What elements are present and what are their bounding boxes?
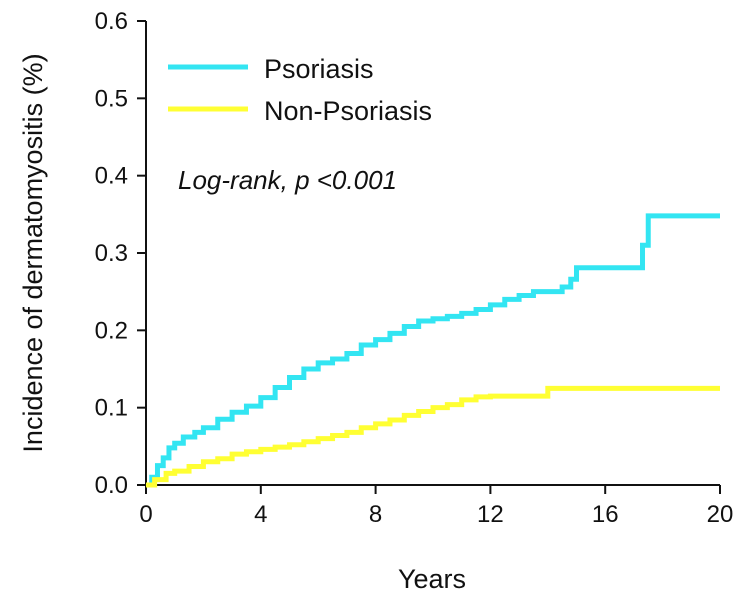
psoriasis-series-line — [146, 213, 720, 488]
statistic-annotation: Log-rank, p <0.001 — [178, 165, 397, 195]
y-tick-label: 0.5 — [95, 85, 128, 112]
x-tick-label: 16 — [592, 501, 619, 528]
y-tick-label: 0.1 — [95, 395, 128, 422]
legend-label-psoriasis: Psoriasis — [264, 54, 374, 84]
y-tick-label: 0.3 — [95, 240, 128, 267]
plot-area: 0 4 8 12 16 20 0.0 0.1 0.2 0.3 0.4 0.5 0.6 Psoriasi… — [18, 8, 733, 594]
x-tick-label: 8 — [369, 501, 382, 528]
legend: Psoriasis Non-Psoriasis — [168, 54, 432, 126]
x-axis-ticks: 0 4 8 12 16 20 — [139, 485, 733, 528]
x-tick-label: 20 — [707, 501, 734, 528]
y-tick-label: 0.0 — [95, 472, 128, 499]
x-axis-label: Years — [398, 564, 466, 594]
y-tick-label: 0.2 — [95, 317, 128, 344]
x-tick-label: 12 — [477, 501, 504, 528]
y-axis-ticks: 0.0 0.1 0.2 0.3 0.4 0.5 0.6 — [95, 8, 146, 499]
non-psoriasis-series-line — [146, 385, 720, 488]
y-axis-label: Incidence of dermatomyositis (%) — [18, 53, 48, 452]
x-tick-label: 4 — [254, 501, 267, 528]
legend-label-non-psoriasis: Non-Psoriasis — [264, 96, 432, 126]
x-tick-label: 0 — [139, 501, 152, 528]
y-tick-label: 0.4 — [95, 163, 128, 190]
series-layer — [146, 213, 720, 488]
y-tick-label: 0.6 — [95, 8, 128, 35]
